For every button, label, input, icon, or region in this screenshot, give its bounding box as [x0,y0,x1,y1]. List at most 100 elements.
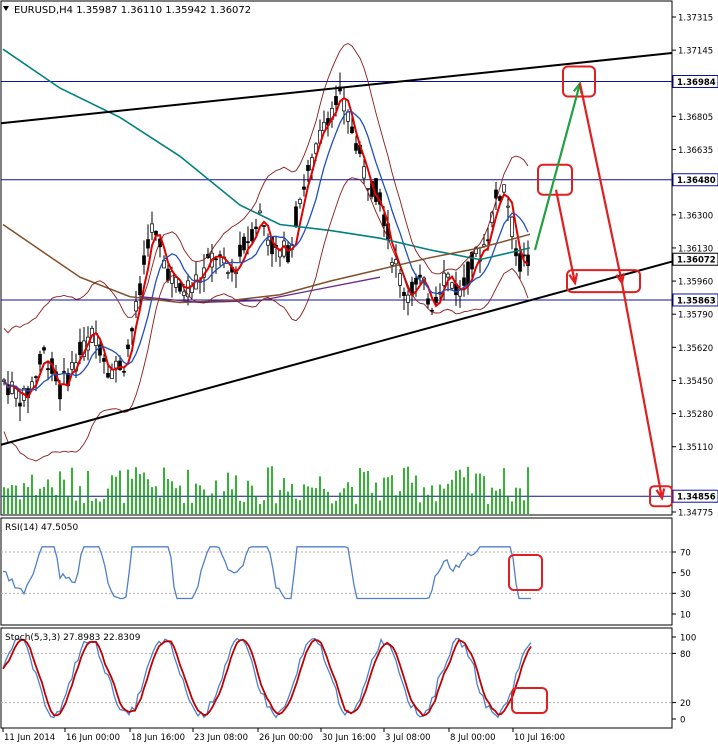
candle-body [182,291,186,296]
candle-body [154,230,158,236]
candle-body [510,216,514,237]
stoch-title: Stoch(5,3,3) 27.8983 22.8309 [5,633,141,643]
candle-body [106,373,110,378]
rsi-level-label: 70 [680,549,691,559]
stoch-annotation-box [511,687,548,714]
arrow-drop-to-support [578,83,624,284]
stoch-level-label: 20 [680,699,691,709]
time-label: 3 Jul 08:00 [385,733,431,743]
candle-body [10,381,14,394]
arrow-drop-to-low [620,282,664,499]
candle-body [102,358,106,362]
candle-body [490,212,494,223]
ma-mid-line [3,110,529,392]
level-label: 1.34856 [677,493,716,503]
dropdown-triangle-icon[interactable] [3,6,9,11]
time-label: 16 Jun 00:00 [66,733,120,743]
candle-body [362,166,366,179]
price-label: 1.35450 [678,377,713,387]
candle-body [254,226,258,229]
candle-body [354,143,358,151]
candle-body [138,283,142,296]
bollinger-upper [3,42,529,334]
candle-body [450,282,454,289]
candle-body [150,223,154,233]
price-label: 1.35620 [678,344,713,354]
candle-body [126,344,130,350]
candle-body [298,198,302,204]
arrow-drop-to-low-head [655,488,666,501]
candle-body [518,253,522,272]
level-label-box [672,489,718,503]
candle-body [470,251,474,270]
candle-body [466,261,470,286]
time-label: 8 Jul 00:00 [450,733,496,743]
candle-body [434,296,438,304]
trendline-upper [0,52,673,125]
candle-body [514,248,518,257]
candle-body [238,244,242,257]
candle-body [98,344,102,356]
stoch-panel[interactable] [0,627,673,729]
price-label: 1.36130 [678,244,713,254]
price-label: 1.34775 [678,509,713,519]
rsi-title: RSI(14) 47.5050 [5,523,78,533]
level-label-box [672,173,718,187]
candle-body [342,98,346,112]
candle-body [390,262,394,266]
candle-body [214,258,218,261]
arrow-projection-up [533,83,582,251]
level-label-box [672,293,718,307]
rsi-panel[interactable] [0,517,673,626]
annotation-box-support [566,269,641,294]
candle-body [18,402,22,407]
candle-body [174,276,178,288]
trendline-lower [0,260,673,446]
candle-body [178,283,182,292]
main-panel[interactable] [0,0,673,516]
candle-body [398,273,402,286]
candle-body [506,205,510,208]
candle-body [130,328,134,332]
candle-body [314,143,318,154]
annotation-box-target-low [649,485,673,508]
price-label: 1.36635 [678,146,713,156]
time-label: 11 Jun 2014 [4,733,55,743]
price-label: 1.35280 [678,410,713,420]
candle-body [250,229,254,242]
annotation-box-target-high [562,65,596,98]
candle-body [62,371,66,373]
candle-body [142,255,146,265]
candle-body [382,214,386,227]
stoch-level-label: 100 [680,634,696,644]
candle-body [418,274,422,278]
candle-body [242,236,246,251]
price-label: 1.36805 [678,113,713,123]
level-label: 1.36480 [677,176,716,186]
price-label: 1.35790 [678,311,713,321]
rsi-level-label: 50 [680,569,691,579]
candle-body [350,126,354,134]
candle-body [42,347,46,351]
candle-body [334,96,338,106]
candle-body [146,239,150,249]
candle-body [262,225,266,227]
candle-body [446,273,450,278]
candle-body [122,371,126,373]
annotation-box-resistance [537,163,573,196]
rsi-annotation-box [508,554,543,591]
candle-body [258,210,262,214]
candle-body [34,376,38,378]
candle-body [110,369,114,379]
candle-body [462,277,466,286]
candle-body [78,341,82,356]
candle-body [70,362,74,370]
candle-body [394,259,398,265]
current-price-label: 1.36072 [677,256,716,266]
price-label: 1.35110 [678,443,713,453]
candle-body [294,206,298,228]
candle-body [246,241,250,244]
arrow-retest [554,189,577,284]
candle-body [406,294,410,303]
